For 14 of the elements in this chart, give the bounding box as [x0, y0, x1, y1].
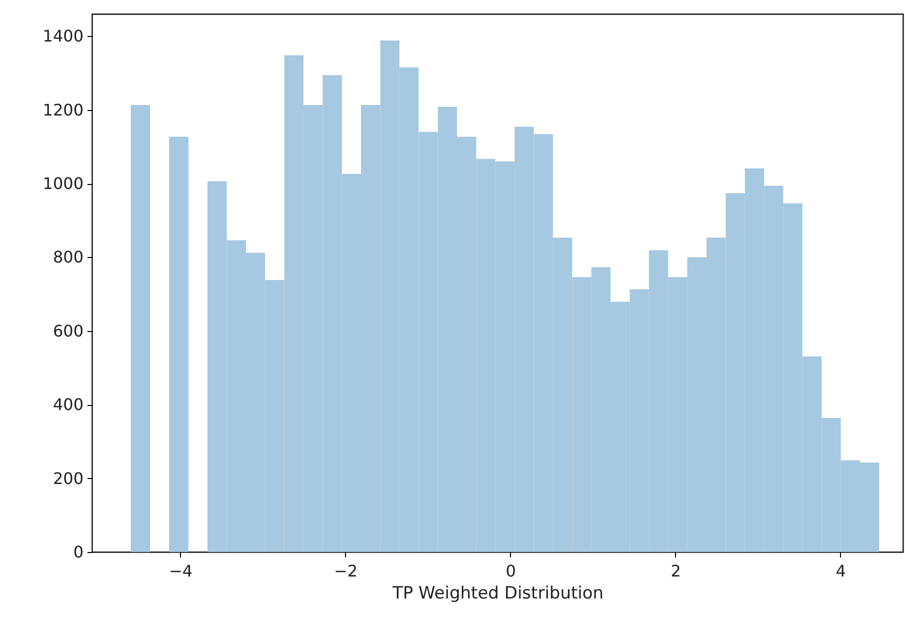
y-tick-label: 1000: [42, 174, 84, 194]
y-tick-label: 800: [52, 248, 84, 267]
y-tick-label: 1400: [42, 26, 84, 46]
x-tick-label: 0: [506, 562, 516, 580]
y-tick-label: 1200: [42, 100, 84, 120]
x-tick-label: −4: [168, 562, 193, 580]
x-tick-label: 4: [836, 562, 846, 580]
y-tick-label: 200: [52, 468, 84, 488]
y-tick-label: 400: [52, 395, 84, 414]
y-tick-label: 0: [73, 542, 84, 562]
x-tick-label: 2: [670, 562, 681, 580]
y-tick-label: 600: [52, 321, 84, 340]
x-tick-label: −2: [334, 562, 358, 580]
x-axis-title: TP Weighted Distribution: [391, 584, 604, 604]
